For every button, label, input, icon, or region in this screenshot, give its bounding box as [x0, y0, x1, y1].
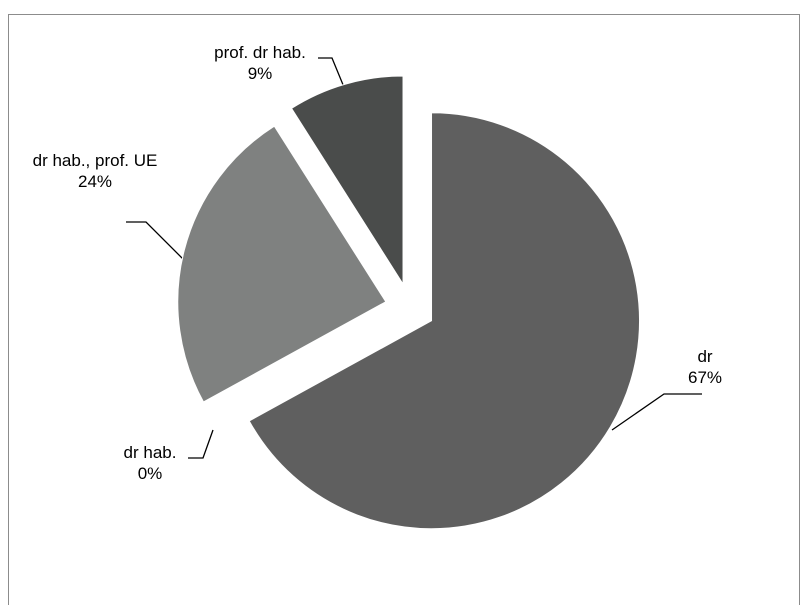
leader-line	[611, 393, 702, 431]
pie-slice	[290, 75, 404, 286]
value-label: 24%	[77, 172, 113, 191]
category-label: prof. dr hab.	[214, 43, 306, 62]
category-label: dr	[697, 347, 713, 366]
pie-slice	[205, 319, 389, 421]
slice-label: dr 67%	[650, 346, 760, 388]
value-label: 0%	[137, 464, 163, 483]
slice-label: dr hab. 0%	[100, 442, 200, 484]
slice-label: dr hab., prof. UE 24%	[20, 150, 170, 192]
leader-line	[188, 429, 214, 459]
leader-lines	[126, 57, 702, 459]
pie-slice	[248, 112, 640, 530]
value-label: 67%	[687, 368, 723, 387]
pie-slice	[177, 125, 387, 403]
slice-label: prof. dr hab. 9%	[180, 42, 340, 84]
leader-line	[126, 221, 187, 263]
leader-line	[318, 57, 347, 93]
category-label: dr hab., prof. UE	[32, 151, 158, 170]
value-label: 9%	[247, 64, 273, 83]
category-label: dr hab.	[123, 443, 177, 462]
